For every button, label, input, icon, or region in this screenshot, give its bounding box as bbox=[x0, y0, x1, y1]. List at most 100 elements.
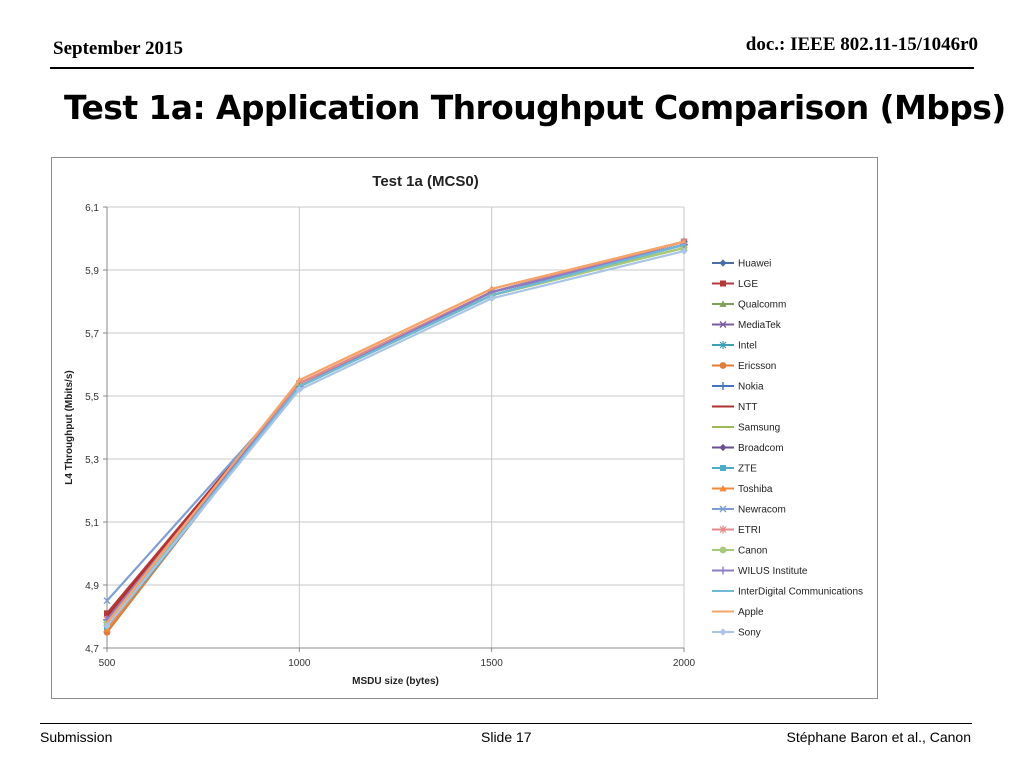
series-line-sony bbox=[105, 249, 686, 628]
throughput-line-chart: Test 1a (MCS0) 4,7 4,9 5,1 5,3 5,5 5,7 5,9 6,1 50… bbox=[64, 173, 863, 687]
series-line-canon bbox=[105, 246, 686, 624]
legend-marker-broadcom bbox=[719, 443, 727, 452]
y-tick-label: 5,9 bbox=[85, 266, 99, 277]
legend-item-zte: ZTE bbox=[712, 464, 757, 475]
series-line-apple bbox=[105, 240, 686, 624]
series-toshiba bbox=[103, 238, 688, 632]
series-line-qualcomm bbox=[105, 246, 686, 624]
series-line-nokia bbox=[105, 243, 686, 621]
legend-marker-mediatek bbox=[719, 321, 727, 328]
slide-title: Test 1a: Application Throughput Comparis… bbox=[64, 88, 1006, 127]
data-point-newracom bbox=[103, 597, 111, 605]
y-tick-label: 5,1 bbox=[85, 518, 99, 529]
legend-item-intel: Intel bbox=[712, 341, 757, 352]
legend-item-ntt: NTT bbox=[712, 402, 757, 413]
series-nokia bbox=[103, 240, 688, 624]
data-point-lge bbox=[104, 610, 110, 617]
legend-label-newracom: Newracom bbox=[738, 505, 786, 516]
legend-label-apple: Apple bbox=[738, 607, 764, 618]
series-line-ericsson bbox=[105, 240, 686, 634]
legend-item-lge: LGE bbox=[712, 279, 758, 290]
series-qualcomm bbox=[103, 244, 688, 626]
legend-label-broadcom: Broadcom bbox=[738, 443, 784, 454]
legend: Huawei LGE Qualcomm MediaTek Intel Ericsson No… bbox=[712, 259, 863, 639]
series-line-interdigital-communications bbox=[105, 243, 686, 628]
x-tick-label: 1500 bbox=[481, 658, 504, 669]
series-intel bbox=[103, 240, 688, 627]
data-point-interdigital-communications bbox=[682, 243, 686, 246]
legend-item-qualcomm: Qualcomm bbox=[712, 300, 786, 311]
legend-label-interdigital-communications: InterDigital Communications bbox=[738, 587, 863, 598]
data-point-apple bbox=[298, 379, 301, 382]
data-point-apple bbox=[682, 240, 686, 243]
series-wilus-institute bbox=[103, 240, 688, 624]
footer-author: Stéphane Baron et al., Canon bbox=[786, 729, 971, 745]
legend-item-broadcom: Broadcom bbox=[712, 443, 784, 454]
series-mediatek bbox=[103, 241, 688, 624]
series-line-ntt bbox=[105, 243, 686, 618]
legend-item-samsung: Samsung bbox=[712, 423, 780, 434]
series-newracom bbox=[103, 238, 688, 605]
legend-marker-nokia bbox=[719, 382, 727, 390]
legend-label-lge: LGE bbox=[738, 279, 758, 290]
footer-submission: Submission bbox=[40, 729, 113, 745]
legend-item-apple: Apple bbox=[712, 607, 764, 618]
y-tick-label: 5,3 bbox=[85, 455, 99, 466]
legend-item-nokia: Nokia bbox=[712, 382, 764, 393]
legend-label-canon: Canon bbox=[738, 546, 767, 557]
series-line-samsung bbox=[105, 246, 686, 628]
data-point-apple bbox=[490, 287, 493, 291]
legend-label-mediatek: MediaTek bbox=[738, 320, 782, 331]
legend-marker-ericsson bbox=[719, 362, 727, 369]
legend-label-zte: ZTE bbox=[738, 464, 757, 475]
series-ntt bbox=[105, 243, 686, 618]
legend-marker-sony bbox=[719, 628, 727, 636]
legend-marker-wilus-institute bbox=[719, 566, 727, 575]
legend-item-canon: Canon bbox=[712, 546, 767, 557]
legend-label-intel: Intel bbox=[738, 341, 757, 352]
legend-item-ericsson: Ericsson bbox=[712, 361, 776, 372]
y-tick-label: 5,7 bbox=[85, 329, 99, 340]
series-line-lge bbox=[105, 243, 686, 615]
series-apple bbox=[105, 240, 686, 624]
series-huawei bbox=[103, 238, 688, 627]
legend-item-huawei: Huawei bbox=[712, 259, 771, 270]
legend-item-interdigital-communications: InterDigital Communications bbox=[712, 587, 863, 598]
legend-label-ericsson: Ericsson bbox=[738, 361, 776, 372]
legend-marker-zte bbox=[720, 465, 726, 471]
legend-label-qualcomm: Qualcomm bbox=[738, 300, 786, 311]
legend-item-toshiba: Toshiba bbox=[712, 484, 773, 495]
legend-item-wilus-institute: WILUS Institute bbox=[712, 566, 808, 577]
y-tick-label: 5,5 bbox=[85, 392, 99, 403]
series-line-wilus-institute bbox=[105, 243, 686, 621]
series-lge bbox=[104, 241, 687, 617]
series-line-broadcom bbox=[105, 240, 686, 624]
header-divider bbox=[50, 67, 974, 69]
data-point-sony bbox=[680, 247, 688, 255]
series-etri bbox=[103, 237, 688, 624]
series-canon bbox=[103, 244, 688, 627]
legend-item-mediatek: MediaTek bbox=[712, 320, 782, 331]
y-tick-label: 4,9 bbox=[85, 581, 99, 592]
header-doc-id: doc.: IEEE 802.11-15/1046r0 bbox=[745, 34, 978, 55]
header-date: September 2015 bbox=[53, 38, 183, 59]
legend-item-sony: Sony bbox=[712, 628, 761, 639]
legend-label-nokia: Nokia bbox=[738, 382, 764, 393]
legend-label-wilus-institute: WILUS Institute bbox=[738, 566, 808, 577]
x-tick-label: 1000 bbox=[288, 658, 311, 669]
legend-label-toshiba: Toshiba bbox=[738, 484, 773, 495]
series-ericsson bbox=[103, 238, 688, 636]
legend-item-newracom: Newracom bbox=[712, 505, 786, 516]
legend-label-huawei: Huawei bbox=[738, 259, 771, 270]
series-samsung bbox=[105, 246, 686, 628]
series-broadcom bbox=[103, 238, 688, 627]
legend-label-samsung: Samsung bbox=[738, 423, 780, 434]
series-line-intel bbox=[105, 243, 686, 624]
series-line-etri bbox=[105, 240, 686, 621]
series-sony bbox=[103, 247, 688, 630]
legend-marker-lge bbox=[720, 280, 726, 287]
x-tick-label: 2000 bbox=[673, 658, 696, 669]
x-axis-label: MSDU size (bytes) bbox=[352, 676, 439, 687]
legend-label-etri: ETRI bbox=[738, 525, 761, 536]
series-line-mediatek bbox=[105, 243, 686, 621]
